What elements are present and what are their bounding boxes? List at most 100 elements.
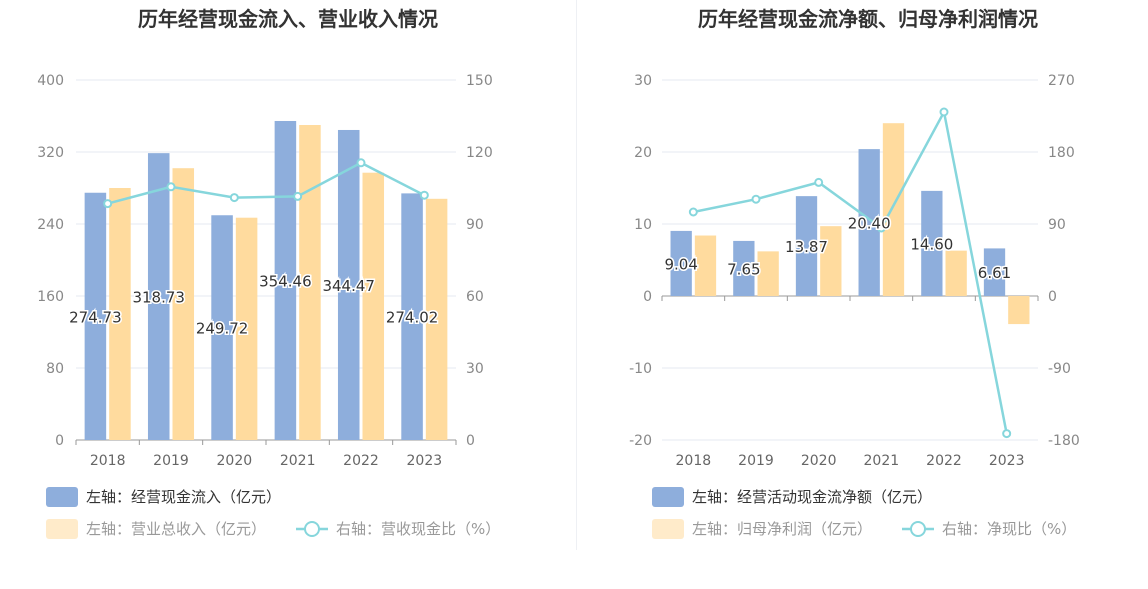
left-axis-tick: -10 [629,361,652,377]
data-label: 20.40 [848,215,891,233]
x-axis-tick: 2021 [864,453,900,469]
left-axis-tick: 0 [643,289,652,305]
chart-cashflow-revenue: 历年经营现金流入、营业收入情况 0 0 80 30 160 60 240 90 320 120 400… [37,7,500,539]
left-axis-tick: 320 [37,145,64,161]
data-label: 6.61 [978,264,1011,282]
legend-swatch-bar [46,519,78,539]
bar-series-2 [172,168,195,440]
x-axis-tick: 2020 [801,453,837,469]
chart-divider [576,0,577,550]
right-axis-tick: 0 [466,433,475,449]
line-point [103,199,113,209]
bar-series-2 [757,251,779,296]
bar-series-1 [983,248,1006,296]
legend-label: 右轴：净现比（%） [942,520,1076,538]
bar-series-1 [795,196,818,296]
right-axis-tick: 180 [1048,145,1075,161]
line-series [107,161,425,205]
chart-title: 历年经营现金流净额、归母净利润情况 [698,7,1038,31]
line-point [939,107,949,117]
x-axis-tick: 2018 [676,453,712,469]
left-axis-tick: 0 [55,433,64,449]
line-point [166,182,176,192]
bar-series-1 [84,192,107,440]
x-axis-tick: 2019 [738,453,774,469]
bar-series-1 [147,153,170,440]
bar-series-1 [337,129,360,441]
right-axis-tick: 150 [466,73,493,89]
line-point [356,158,366,168]
bar-series-1 [274,120,297,441]
data-label: 344.47 [322,277,375,295]
data-label: 13.87 [785,238,828,256]
right-axis-tick: 60 [466,289,484,305]
left-axis-tick: 160 [37,289,64,305]
bar-series-2 [362,172,385,440]
bar-series-1 [858,149,880,296]
data-label: 14.60 [910,235,953,253]
line-point [814,177,824,187]
data-label: 354.46 [259,272,312,290]
line-point [876,223,886,233]
right-axis-tick: 90 [466,217,484,233]
chart-title: 历年经营现金流入、营业收入情况 [138,7,438,31]
right-axis-tick: 270 [1048,73,1075,89]
line-point [751,194,761,204]
data-label: 249.72 [196,320,249,338]
legend-label: 右轴：营收现金比（%） [336,520,500,538]
x-axis-tick: 2019 [153,453,189,469]
data-label: 318.73 [132,289,185,307]
bar-series-1 [401,193,423,440]
line-point [1002,429,1012,439]
line-point [419,190,429,200]
legend-swatch-marker [910,521,926,537]
left-axis-tick: 80 [46,361,64,377]
x-axis-tick: 2022 [926,453,962,469]
data-label: 9.04 [664,255,697,273]
x-axis-tick: 2023 [989,453,1025,469]
right-axis-tick: 90 [1048,217,1066,233]
bar-series-1 [670,230,692,296]
line-point [229,193,239,203]
right-axis-tick: -90 [1048,361,1071,377]
x-axis-tick: 2023 [407,453,443,469]
left-axis-tick: 20 [634,145,652,161]
bar-series-2 [235,217,258,440]
data-label: 274.02 [386,309,439,327]
line-point [293,191,303,201]
left-axis-tick: 240 [37,217,64,233]
legend-label: 左轴：归母净利润（亿元） [692,520,872,538]
legend-label: 左轴：营业总收入（亿元） [86,520,266,538]
legend-swatch-bar [652,519,684,539]
right-axis-tick: -180 [1048,433,1080,449]
bar-series-1 [733,240,755,296]
right-axis-tick: 120 [466,145,493,161]
data-label: 7.65 [727,260,760,278]
bar-series-2 [425,198,448,440]
legend-swatch-marker [304,521,320,537]
legend-label: 左轴：经营现金流入（亿元） [86,488,281,506]
legend-label: 左轴：经营活动现金流净额（亿元） [692,488,932,506]
line-point [688,207,698,217]
right-axis-tick: 30 [466,361,484,377]
bar-series-1 [211,215,233,440]
x-axis-tick: 2022 [343,453,379,469]
bar-series-2 [299,125,321,440]
x-axis-tick: 2021 [280,453,316,469]
bar-series-2 [109,188,131,440]
data-label: 274.73 [69,308,122,326]
legend-swatch-bar [46,487,78,507]
bar-series-2 [882,123,905,296]
bar-series-2 [694,235,717,296]
left-axis-tick: 400 [37,73,64,89]
x-axis-tick: 2020 [217,453,253,469]
left-axis-tick: 30 [634,73,652,89]
left-axis-tick: -20 [629,433,652,449]
bar-series-2 [820,226,842,296]
right-axis-tick: 0 [1048,289,1057,305]
bar-series-2 [1008,296,1030,325]
bar-series-1 [921,190,943,296]
legend-swatch-bar [652,487,684,507]
